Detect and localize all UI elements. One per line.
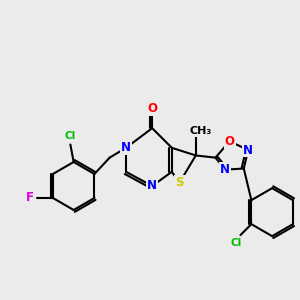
Text: CH₃: CH₃ [189, 127, 211, 136]
Text: N: N [220, 163, 230, 176]
Text: Cl: Cl [65, 131, 76, 141]
Text: F: F [26, 191, 34, 205]
Text: S: S [175, 176, 184, 189]
Text: N: N [121, 141, 131, 154]
Text: Cl: Cl [230, 238, 242, 248]
Text: N: N [147, 179, 157, 193]
Text: O: O [147, 102, 157, 115]
Text: N: N [243, 143, 253, 157]
Text: O: O [225, 135, 235, 148]
